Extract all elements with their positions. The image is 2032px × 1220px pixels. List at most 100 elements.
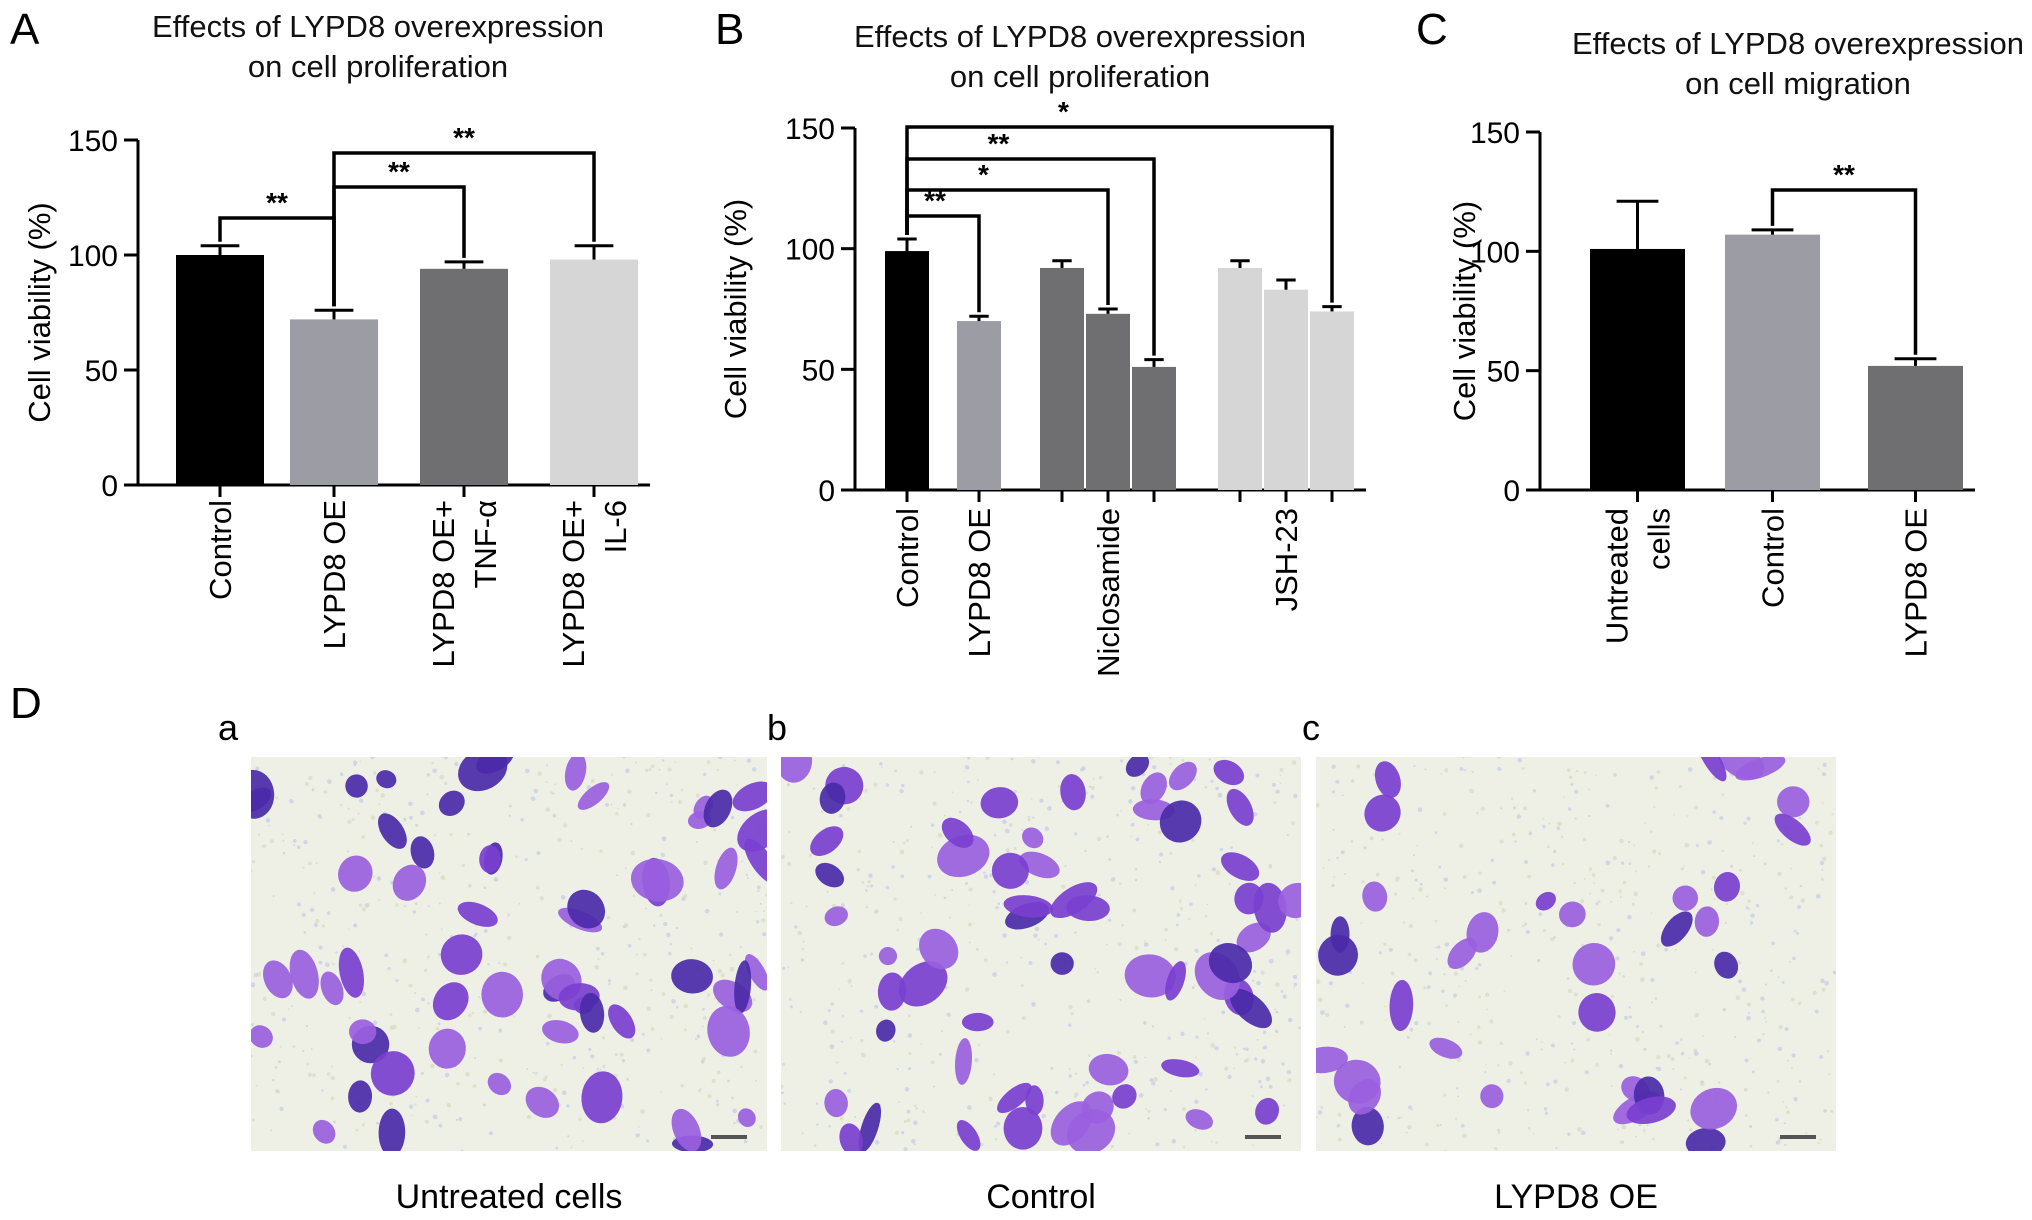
background-speckle: [1693, 1051, 1699, 1056]
background-speckle: [1819, 1054, 1824, 1060]
background-speckle: [983, 874, 989, 879]
background-speckle: [1180, 1031, 1185, 1037]
background-speckle: [1053, 933, 1059, 939]
stained-cell: [438, 790, 465, 816]
background-speckle: [898, 1101, 901, 1104]
stained-cell: [251, 769, 275, 819]
bar: [1132, 366, 1176, 490]
background-speckle: [733, 1121, 736, 1125]
background-speckle: [1298, 1026, 1301, 1030]
micrograph-render: [781, 757, 1301, 1151]
background-speckle: [1044, 1092, 1047, 1095]
background-speckle: [1830, 1109, 1834, 1113]
background-speckle: [746, 877, 749, 880]
background-speckle: [992, 1073, 996, 1076]
stained-cell: [1672, 885, 1699, 911]
background-speckle: [272, 1078, 275, 1082]
background-speckle: [555, 1146, 559, 1150]
background-speckle: [1814, 820, 1819, 825]
background-speckle: [352, 760, 358, 765]
background-speckle: [1411, 897, 1414, 900]
background-speckle: [1775, 1117, 1779, 1122]
background-speckle: [1435, 946, 1438, 949]
background-speckle: [1380, 1142, 1383, 1145]
background-speckle: [838, 988, 841, 991]
background-speckle: [311, 788, 315, 792]
background-speckle: [1550, 863, 1555, 867]
y-tick-label: 100: [68, 240, 118, 273]
background-speckle: [1232, 1067, 1235, 1070]
background-speckle: [1170, 886, 1175, 891]
background-speckle: [1191, 838, 1195, 843]
background-speckle: [607, 982, 611, 986]
background-speckle: [1459, 767, 1464, 772]
background-speckle: [1061, 800, 1063, 803]
background-speckle: [1085, 1081, 1089, 1085]
background-speckle: [920, 1042, 923, 1045]
background-speckle: [732, 1108, 737, 1114]
background-speckle: [357, 812, 360, 816]
background-speckle: [1087, 1054, 1091, 1057]
stained-cell: [1374, 761, 1401, 798]
background-speckle: [310, 1047, 313, 1051]
background-speckle: [1784, 1027, 1789, 1032]
background-speckle: [1570, 1059, 1575, 1063]
background-speckle: [894, 769, 897, 773]
background-speckle: [1643, 1047, 1647, 1051]
background-speckle: [1193, 778, 1197, 782]
background-speckle: [861, 1052, 866, 1058]
background-speckle: [828, 1124, 831, 1127]
background-speckle: [1163, 1107, 1167, 1112]
background-speckle: [841, 1014, 845, 1018]
background-speckle: [384, 953, 389, 958]
background-speckle: [376, 1121, 379, 1125]
background-speckle: [372, 771, 377, 775]
background-speckle: [1117, 942, 1122, 947]
background-speckle: [648, 767, 652, 772]
background-speckle: [578, 1117, 582, 1122]
background-speckle: [1573, 992, 1578, 997]
background-speckle: [1775, 1140, 1781, 1145]
background-speckle: [968, 941, 971, 944]
background-speckle: [1074, 931, 1077, 934]
background-speckle: [1719, 815, 1724, 821]
background-speckle: [437, 952, 442, 957]
background-speckle: [1097, 893, 1101, 897]
background-speckle: [841, 962, 845, 966]
background-speckle: [993, 1125, 997, 1128]
background-speckle: [822, 1020, 828, 1026]
background-speckle: [487, 962, 490, 966]
background-speckle: [325, 962, 330, 968]
background-speckle: [414, 992, 417, 995]
bar: [885, 251, 929, 490]
background-speckle: [332, 962, 335, 966]
background-speckle: [865, 889, 868, 893]
background-speckle: [272, 894, 275, 898]
background-speckle: [1556, 826, 1561, 831]
background-speckle: [813, 1144, 817, 1148]
background-speckle: [669, 1014, 674, 1020]
background-speckle: [290, 1004, 293, 1008]
background-speckle: [1786, 1110, 1791, 1115]
stained-cell: [378, 813, 407, 849]
background-speckle: [718, 892, 722, 896]
background-speckle: [781, 854, 786, 859]
background-speckle: [1641, 1030, 1645, 1034]
stained-cell: [1081, 1091, 1114, 1124]
background-speckle: [874, 1139, 880, 1145]
background-speckle: [943, 896, 947, 900]
background-speckle: [1027, 815, 1030, 818]
background-speckle: [745, 873, 748, 877]
background-speckle: [1635, 1025, 1639, 1029]
background-speckle: [1274, 1008, 1276, 1011]
background-speckle: [1182, 1146, 1186, 1149]
background-speckle: [1542, 824, 1546, 829]
background-speckle: [790, 901, 793, 905]
background-speckle: [934, 893, 937, 896]
background-speckle: [1485, 1008, 1488, 1011]
background-speckle: [660, 1091, 662, 1093]
background-speckle: [468, 1013, 472, 1017]
background-speckle: [1008, 823, 1013, 828]
background-speckle: [943, 814, 946, 817]
background-speckle: [667, 767, 672, 772]
